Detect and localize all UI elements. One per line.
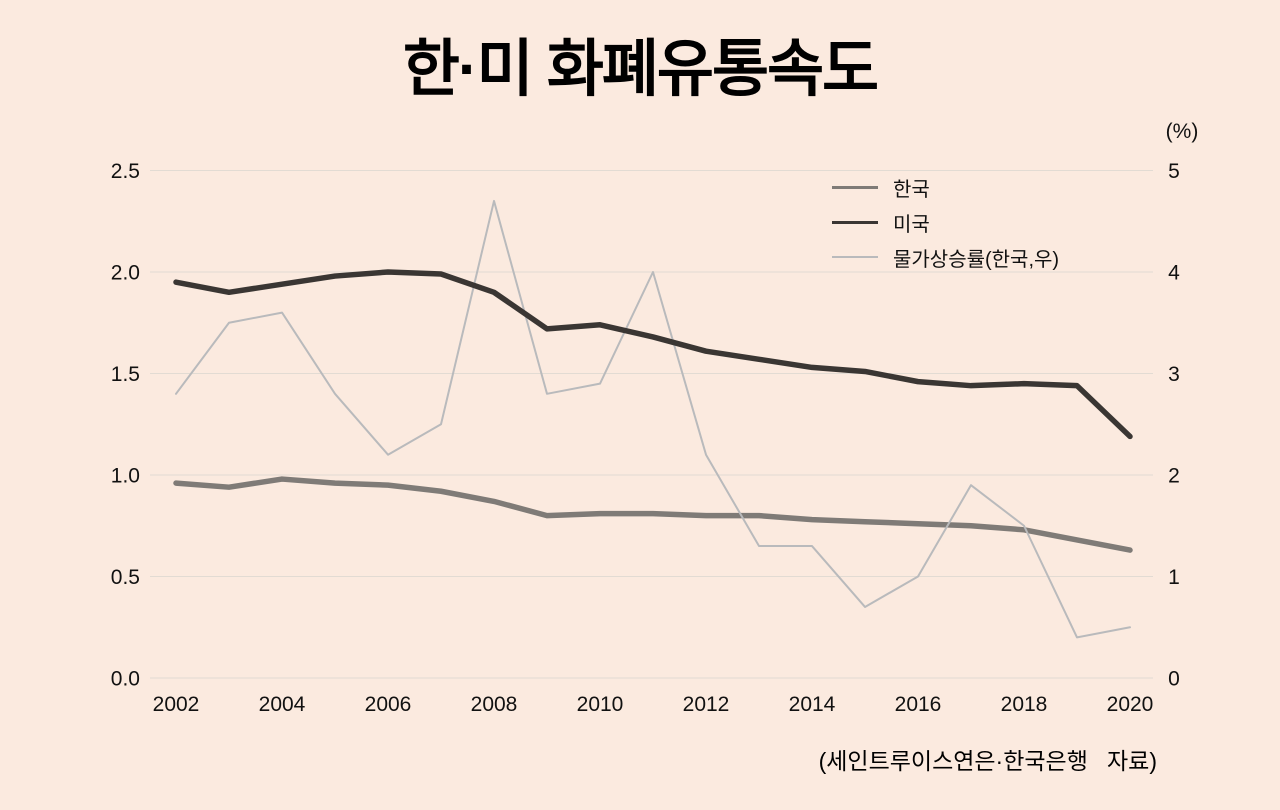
- svg-text:5: 5: [1168, 160, 1180, 183]
- svg-text:1.5: 1.5: [111, 363, 140, 386]
- gridlines: [150, 170, 1153, 679]
- inflation-line-swatch-icon: [832, 256, 878, 258]
- source-note: (세인트루이스연은·한국은행 자료): [818, 748, 1157, 774]
- svg-text:2008: 2008: [471, 693, 518, 716]
- svg-text:0: 0: [1168, 668, 1180, 691]
- legend-item-us-velocity: 미국: [832, 210, 1059, 236]
- korea-line-swatch-icon: [832, 185, 878, 189]
- svg-text:2002: 2002: [153, 693, 200, 716]
- svg-text:0.0: 0.0: [111, 668, 140, 691]
- svg-text:1.0: 1.0: [111, 465, 140, 488]
- right-axis-labels: 0 1 2 3 4 5: [1168, 160, 1180, 691]
- svg-text:0.5: 0.5: [111, 566, 140, 589]
- legend-label: 물가상승률(한국,우): [893, 248, 1060, 271]
- svg-text:2010: 2010: [577, 693, 624, 716]
- svg-text:2012: 2012: [683, 693, 730, 716]
- us-line-swatch-icon: [832, 220, 878, 224]
- svg-text:2018: 2018: [1001, 693, 1048, 716]
- svg-text:2.0: 2.0: [111, 262, 140, 285]
- svg-text:4: 4: [1168, 262, 1180, 285]
- legend-label: 한국: [893, 178, 930, 201]
- svg-text:2004: 2004: [259, 693, 306, 716]
- series-korea-inflation: [175, 199, 1131, 639]
- series-korea-velocity: [173, 476, 1133, 553]
- svg-text:2014: 2014: [789, 693, 836, 716]
- x-axis-labels: 2002 2004 2006 2008 2010 2012 2014 2016 2018 2020: [153, 693, 1154, 716]
- legend-item-korea-velocity: 한국: [832, 175, 1059, 201]
- svg-text:2.5: 2.5: [111, 160, 140, 183]
- svg-text:2016: 2016: [895, 693, 942, 716]
- svg-text:2: 2: [1168, 465, 1180, 488]
- page-title: 한·미 화폐유통속도: [402, 35, 879, 104]
- left-axis-labels: 0.0 0.5 1.0 1.5 2.0 2.5: [111, 160, 140, 691]
- legend-item-korea-inflation: 물가상승률(한국,우): [832, 245, 1060, 271]
- right-axis-unit-label: (%): [1165, 120, 1199, 143]
- chart-legend: 한국 미국 물가상승률(한국,우): [832, 175, 1059, 280]
- svg-text:3: 3: [1168, 363, 1180, 386]
- svg-text:1: 1: [1168, 566, 1180, 589]
- svg-text:2006: 2006: [365, 693, 412, 716]
- series-us-velocity: [173, 269, 1133, 440]
- svg-text:2020: 2020: [1107, 693, 1154, 716]
- legend-label: 미국: [893, 213, 930, 236]
